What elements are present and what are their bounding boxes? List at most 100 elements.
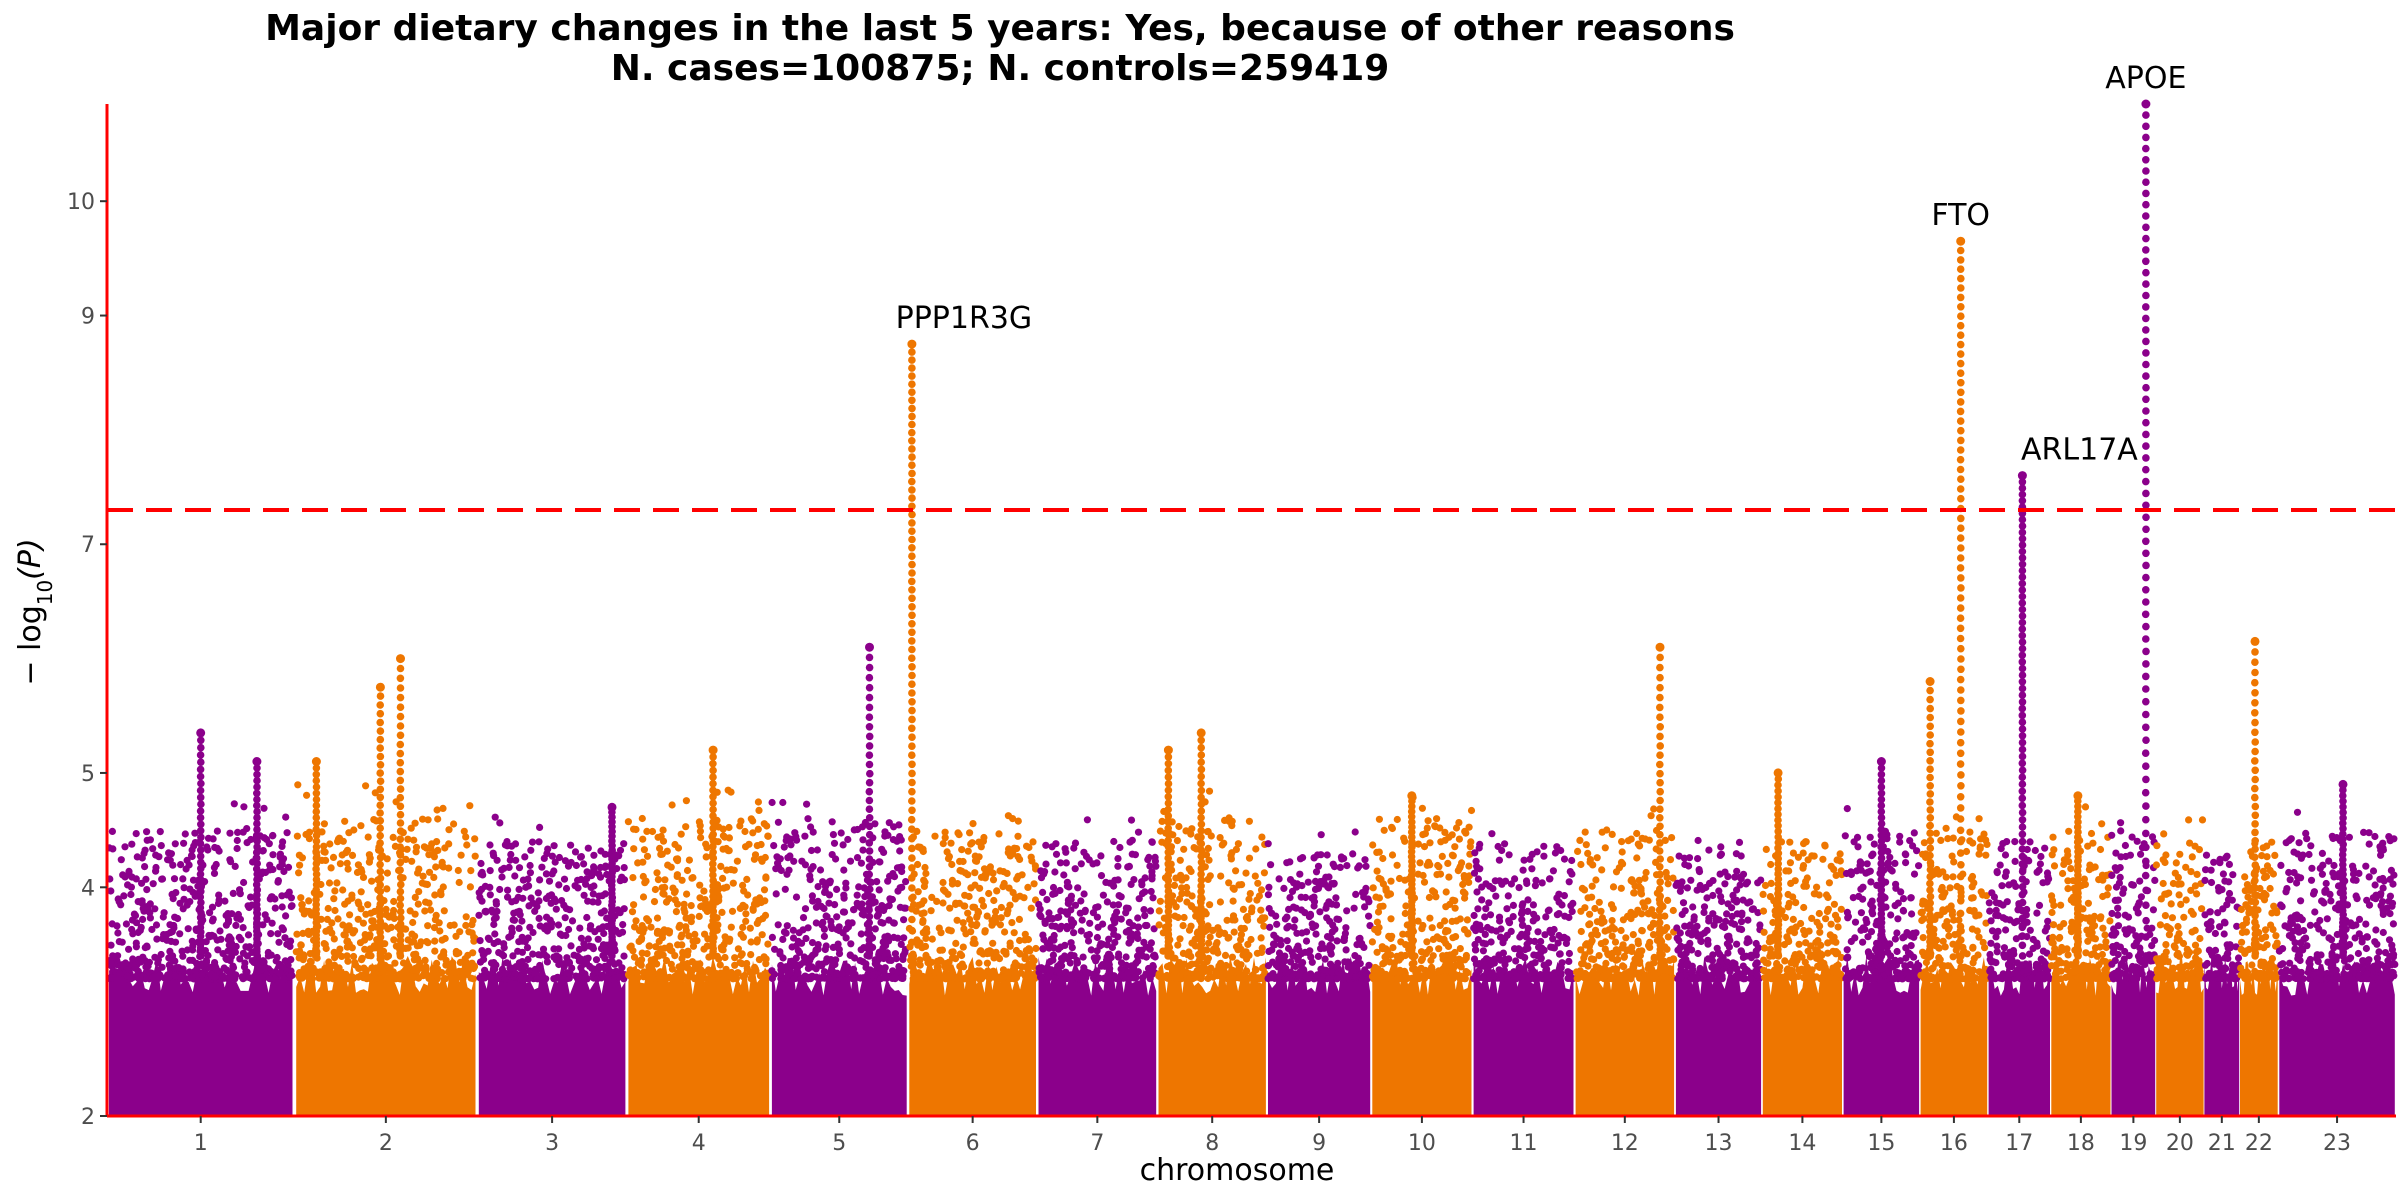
snp-point [893,837,901,845]
snp-point [139,915,147,924]
snp-point [1065,899,1073,907]
chromosome-5-points [768,642,910,1116]
snp-point [970,935,978,943]
snp-point [1063,882,1071,890]
snp-point [654,833,662,841]
snp-point [1264,891,1272,899]
snp-point [243,825,251,833]
snp-point [992,907,1000,916]
peak-snp-point [376,692,385,700]
snp-point [125,945,133,953]
snp-point [1553,894,1561,902]
snp-point [536,823,544,832]
snp-point [1602,959,1610,968]
snp-point [366,945,374,953]
snp-point [776,948,784,956]
snp-point [332,974,340,983]
snp-point [281,934,289,942]
peak-snp-point [197,876,205,884]
peak-snp-point [908,724,916,733]
snp-point [878,902,886,910]
snp-point [812,946,820,954]
snp-point [1092,904,1100,912]
snp-point [786,835,794,843]
snp-point [696,827,705,835]
snp-point [983,959,992,967]
snp-point [1026,947,1034,955]
snp-point [322,973,331,981]
snp-point [886,895,894,903]
snp-point [1114,901,1123,909]
snp-point [657,850,665,859]
snp-point [936,956,944,964]
peak-snp-point [197,887,205,896]
snp-point [552,974,560,983]
snp-point [1252,845,1260,853]
peak-snp-point [908,527,916,535]
peak-snp-point [1164,860,1172,868]
snp-point [1528,850,1536,859]
snp-point [418,879,426,887]
snp-point [460,827,468,835]
snp-point [1361,966,1369,974]
snp-point [339,921,347,929]
snp-point [829,961,837,969]
snp-point [584,844,592,852]
snp-point [1258,944,1266,952]
snp-point [1243,967,1251,975]
peak-snp-point [709,818,717,826]
snp-point [148,925,156,934]
snp-point [1103,898,1111,906]
snp-point [231,948,239,956]
snp-point [695,912,703,921]
snp-point [1534,928,1542,936]
snp-point [1205,939,1213,947]
snp-point [1194,971,1202,979]
snp-point [976,884,984,892]
snp-point [1373,948,1381,956]
peak-snp-point [1197,786,1206,795]
snp-point [1036,911,1044,919]
snp-point [661,876,669,884]
snp-point [648,827,657,836]
snp-point [389,833,397,842]
snp-point [580,860,588,868]
snp-point [1141,912,1149,920]
peak-snp-point [908,519,916,527]
snp-point [1054,962,1062,970]
snp-point [672,908,681,916]
snp-point [1228,953,1236,961]
peak-snp-point [396,749,405,758]
snp-point [1124,863,1132,871]
snp-point [1498,880,1506,888]
snp-point [511,969,519,978]
snp-point [338,851,346,859]
peak-snp-point [253,819,261,828]
peak-snp-point [865,778,874,787]
snp-point [1039,888,1047,897]
snp-point [812,919,820,927]
peak-snp-point [1164,842,1173,851]
snp-point [1323,933,1332,941]
snp-point [141,863,149,871]
snp-point [283,829,291,837]
snp-point [717,862,725,871]
snp-point [1530,910,1538,918]
snp-point [415,865,423,873]
snp-point [941,962,949,970]
snp-point [1368,938,1376,946]
peak-snp-point [197,743,205,752]
snp-point [276,969,284,977]
snp-point [439,883,447,891]
snp-point [704,966,713,974]
snp-point [471,835,479,843]
peak-snp-point [709,836,717,845]
peak-snp-point [709,773,717,781]
snp-point [955,899,964,907]
snp-point [989,869,997,877]
snp-point [755,806,763,815]
snp-point [114,929,122,937]
peak-snp-point [1197,827,1205,835]
snp-point [1354,864,1362,872]
snp-point [1518,902,1526,910]
